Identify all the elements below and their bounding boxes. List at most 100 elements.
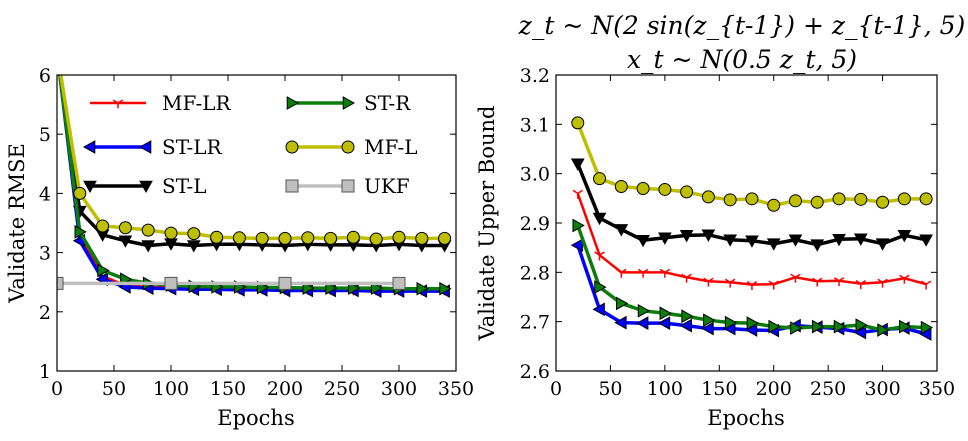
x-tick-label: 50: [102, 378, 126, 400]
legend: MF-LR ST-LR ST-L ST-R MF-L UKF: [82, 91, 418, 198]
point-st-l: [679, 230, 694, 243]
x-tick-label: 50: [598, 378, 622, 400]
plot-frame: [56, 74, 457, 372]
series-ukf: [57, 276, 406, 290]
point-mf-lr: [920, 280, 932, 290]
point-st-l: [875, 238, 890, 251]
point-mf-l: [392, 230, 406, 244]
legend-label: UKF: [364, 174, 410, 198]
x-tick-label: 250: [810, 378, 846, 400]
legend-label: MF-L: [364, 135, 418, 159]
point-st-l: [832, 233, 846, 247]
legend-marker-st-l: [83, 180, 97, 194]
point-mf-l: [346, 230, 360, 244]
y-tick-label: 2.9: [520, 213, 550, 235]
legend-marker-ukf: [285, 179, 299, 193]
legend-item-mf-lr: MF-LR: [90, 91, 231, 115]
point-mf-l: [255, 231, 269, 245]
point-st-l: [919, 234, 933, 247]
point-mf-lr: [594, 251, 605, 261]
point-mf-l: [278, 231, 292, 245]
point-mf-l: [832, 192, 846, 206]
point-mf-l: [636, 181, 650, 195]
point-mf-l: [680, 185, 694, 199]
legend-item-ukf: UKF: [285, 174, 410, 198]
x-tick-label: 200: [756, 378, 792, 400]
point-mf-lr: [790, 273, 801, 283]
point-mf-l: [593, 172, 607, 186]
point-st-l: [745, 235, 759, 248]
point-st-l: [614, 224, 629, 237]
point-st-l: [570, 158, 585, 171]
point-st-r: [703, 313, 716, 328]
point-mf-lr: [572, 189, 583, 199]
series-st-r: [572, 218, 934, 337]
figure-title-line2: x_t ~ N(0.5 z_t, 5): [627, 45, 857, 74]
point-st-lr: [570, 238, 584, 253]
point-st-r: [594, 280, 607, 294]
legend-label: ST-R: [364, 91, 411, 115]
point-st-r: [811, 319, 825, 334]
chart-right: 0 50 100 150 200 250 300 350 2.6 2.7 2.8 2.9 3.0 3.1 3…: [475, 65, 955, 430]
point-st-r: [855, 318, 868, 332]
y-tick-label: 3: [39, 243, 51, 265]
point-mf-l: [723, 193, 737, 207]
point-st-l: [592, 212, 607, 226]
point-st-r: [877, 323, 890, 337]
point-st-l: [788, 234, 803, 247]
legend-marker-mf-l: [341, 140, 355, 154]
y-tick-label: 3.2: [520, 65, 550, 87]
point-mf-lr: [899, 274, 910, 284]
y-tick-label: 2.8: [520, 262, 550, 284]
y-tick-label: 2.6: [520, 361, 550, 383]
point-st-lr: [657, 316, 671, 330]
x-tick-label: 300: [381, 378, 417, 400]
point-st-lr: [701, 321, 714, 336]
point-st-r: [833, 319, 847, 334]
point-mf-lr: [768, 280, 779, 290]
point-st-l: [186, 240, 201, 253]
y-axis-label: Validate RMSE: [5, 143, 29, 304]
y-tick-label: 3.1: [520, 114, 550, 136]
series-mf-l: [59, 75, 452, 246]
point-mf-l: [210, 230, 224, 244]
legend-marker-mf-lr: [112, 99, 124, 109]
legend-marker-mf-l: [285, 140, 299, 154]
x-axis-label: Epochs: [707, 406, 784, 430]
point-mf-l: [369, 232, 383, 246]
series-mf-l: [571, 116, 933, 212]
x-tick-label: 100: [647, 378, 683, 400]
x-tick-label: 150: [701, 378, 737, 400]
point-mf-l: [118, 221, 132, 235]
point-st-l: [701, 229, 716, 242]
point-mf-l: [767, 198, 781, 212]
point-mf-l: [919, 192, 933, 206]
point-ukf: [164, 276, 178, 290]
legend-marker-ukf: [341, 179, 355, 193]
legend-marker-st-l: [139, 180, 153, 194]
point-mf-l: [614, 179, 628, 193]
legend-marker-st-r: [286, 96, 300, 110]
point-mf-lr: [812, 277, 823, 287]
point-mf-l: [415, 231, 429, 245]
y-tick-label: 2: [39, 302, 51, 324]
point-st-r: [74, 225, 87, 239]
legend-marker-st-lr: [138, 140, 152, 154]
point-st-lr: [679, 318, 692, 333]
series-mf-lr: [572, 189, 932, 291]
point-mf-l: [164, 226, 178, 240]
point-ukf: [57, 276, 64, 290]
y-tick-label: 2.7: [520, 312, 550, 334]
point-mf-l: [141, 223, 155, 237]
point-st-l: [810, 239, 825, 252]
point-st-r: [659, 306, 672, 321]
y-tick-label: 6: [39, 65, 51, 87]
legend-item-mf-l: MF-L: [285, 135, 418, 159]
y-tick-label: 5: [39, 124, 51, 146]
point-mf-l: [810, 195, 824, 209]
point-mf-l: [701, 190, 715, 204]
legend-marker-st-r: [342, 96, 356, 110]
point-st-l: [766, 238, 781, 251]
point-st-r: [746, 316, 759, 330]
x-tick-label: 200: [267, 378, 303, 400]
